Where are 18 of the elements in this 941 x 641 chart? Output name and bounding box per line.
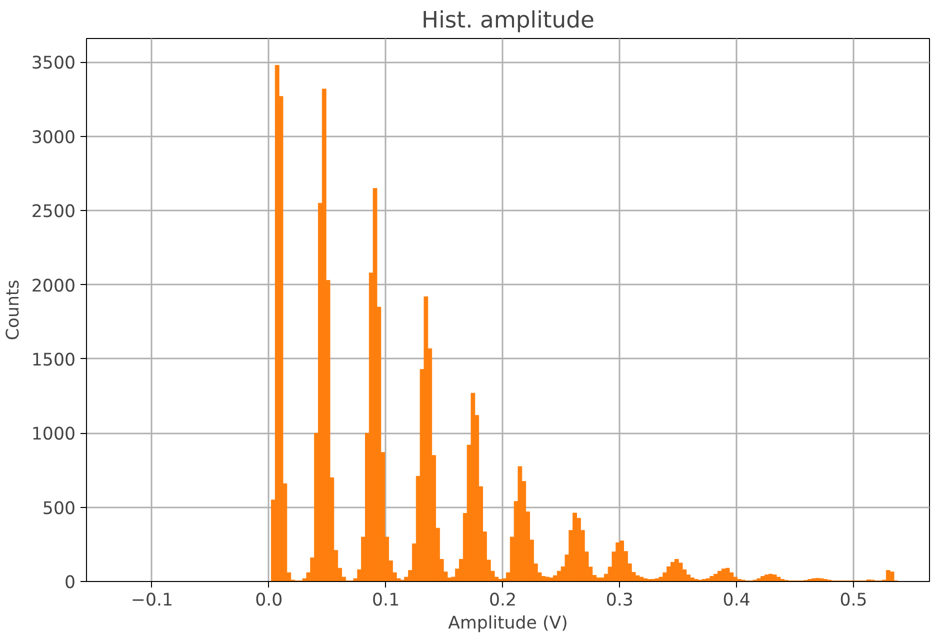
y-tick-label: 500 — [42, 498, 76, 519]
x-tick-label: 0.2 — [488, 590, 517, 610]
x-tick-label: 0.5 — [840, 590, 868, 610]
x-axis-title: Amplitude (V) — [448, 614, 568, 634]
x-tick-label: 0.1 — [372, 590, 400, 610]
x-tick-label: 0.3 — [606, 590, 634, 610]
x-tick-label: 0.0 — [255, 590, 283, 610]
x-tick-label: −0.1 — [130, 590, 174, 610]
y-tick-label: 2000 — [31, 276, 76, 296]
y-tick-label: 3000 — [31, 128, 76, 148]
y-tick-label: 0 — [64, 573, 76, 593]
x-tick-label: 0.4 — [722, 590, 750, 610]
y-axis-title: Counts — [3, 280, 24, 340]
y-tick-label: 1000 — [31, 424, 76, 445]
chart-title: Hist. amplitude — [422, 8, 594, 34]
y-tick-label: 3500 — [31, 54, 76, 74]
y-tick-label: 2500 — [31, 202, 76, 222]
y-tick-label: 1500 — [31, 350, 76, 370]
